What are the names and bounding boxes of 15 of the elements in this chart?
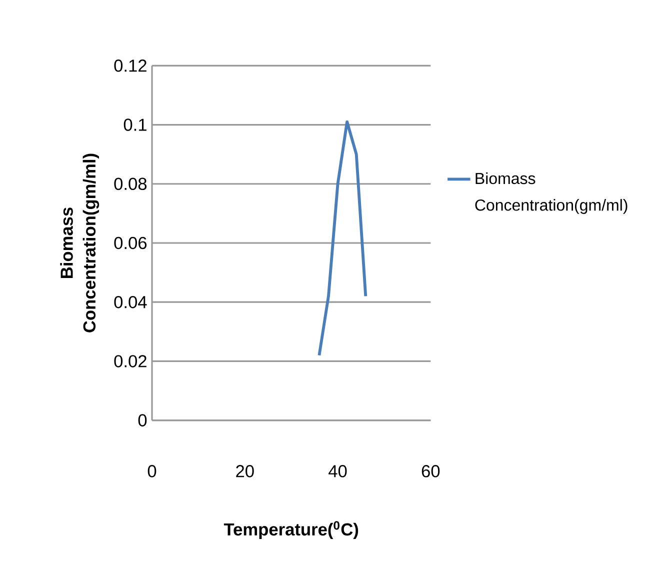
y-tick-label: 0 — [138, 414, 147, 426]
y-tick-label: 0.04 — [114, 296, 147, 308]
x-tick-label: 20 — [236, 465, 254, 478]
y-tick-label: 0.1 — [124, 118, 146, 131]
line-series — [318, 120, 368, 357]
x-tick-label: 60 — [422, 465, 440, 478]
legend-label: Biomass Concentration(gm/ml) — [475, 172, 628, 214]
y-axis-title: Biomass Concentration(gm/ml) — [60, 154, 100, 332]
y-tick-label: 0.12 — [114, 60, 146, 72]
y-tick-label: 0.08 — [114, 178, 147, 190]
x-tick-label: 0 — [148, 465, 156, 478]
x-axis-title: Temperature($^{0}$C) — [224, 521, 358, 539]
x-tick-label: 40 — [328, 465, 347, 478]
y-tick-label: 0.02 — [114, 355, 146, 368]
y-tick-label: 0.06 — [114, 236, 147, 250]
